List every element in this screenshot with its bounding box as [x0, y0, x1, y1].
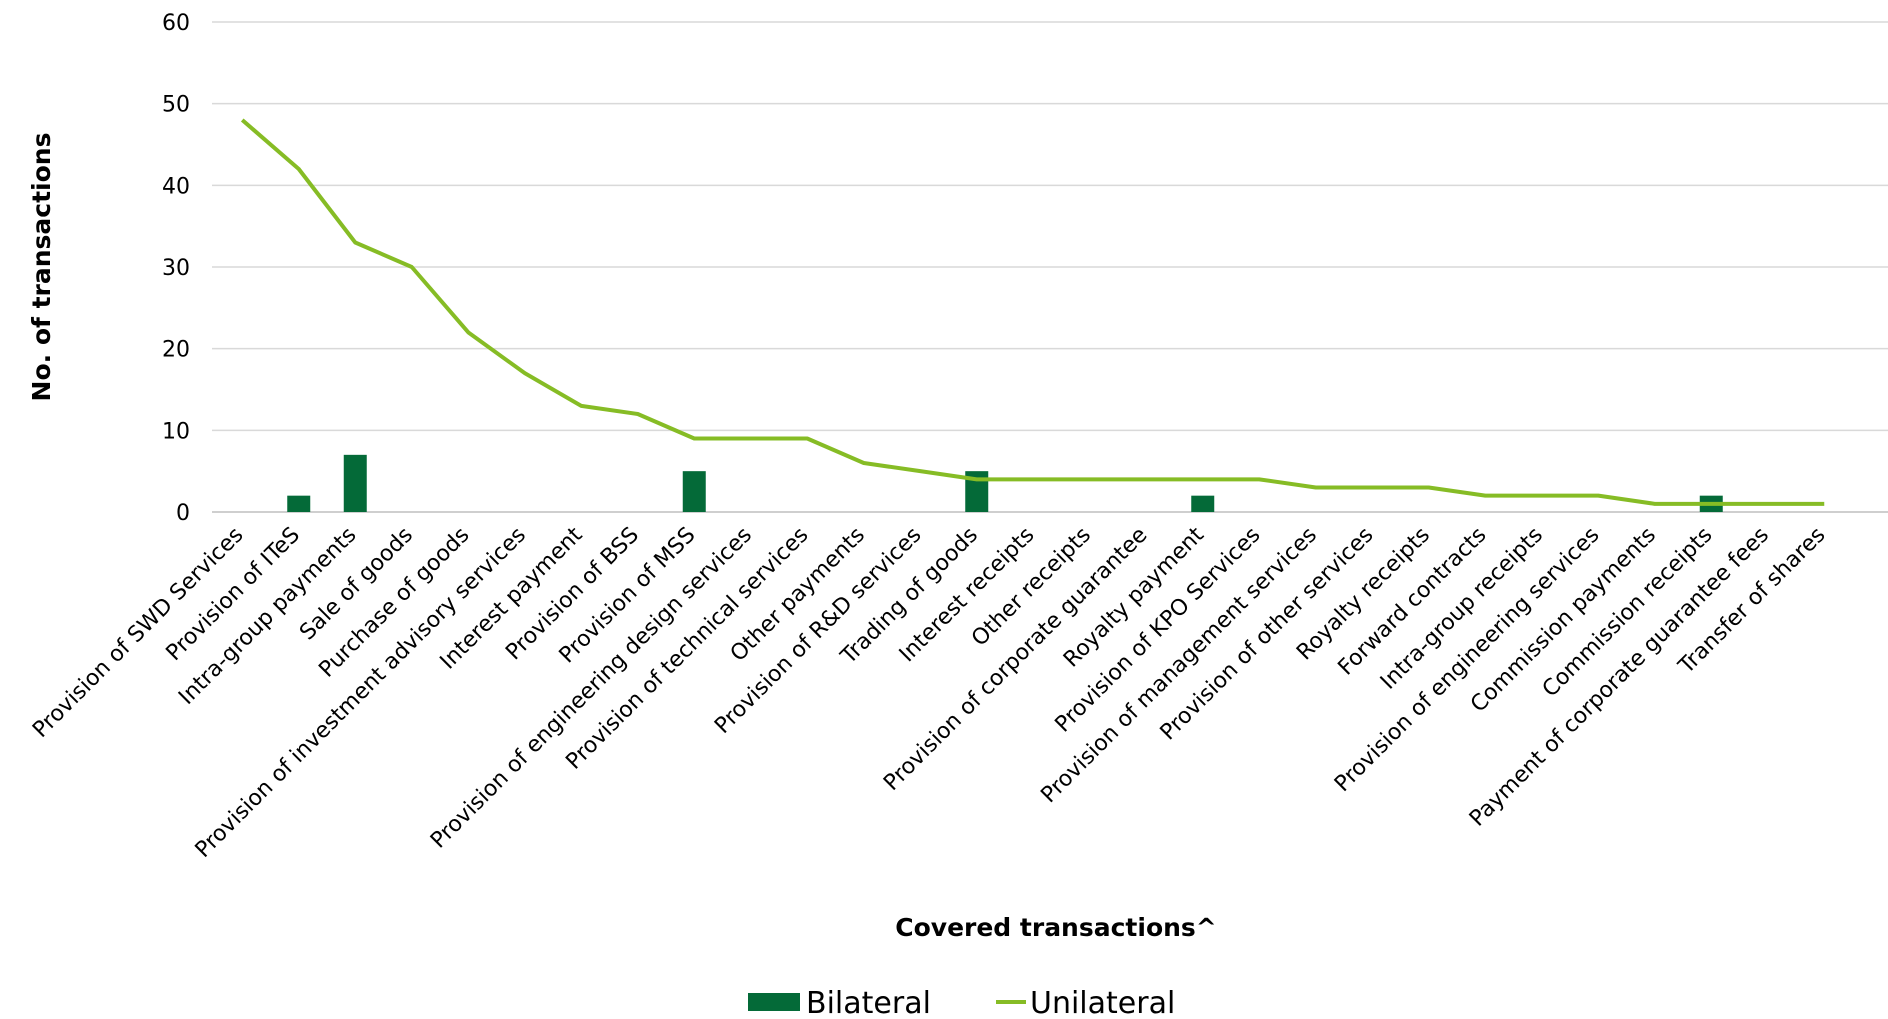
bar-bilateral: [965, 471, 989, 512]
bilateral-bars: [287, 454, 1723, 512]
legend-swatch-bilateral: [748, 993, 800, 1011]
gridlines: [212, 21, 1888, 432]
y-tick-label: 30: [162, 256, 190, 281]
y-tick-label: 50: [162, 93, 190, 118]
x-axis-title: Covered transactions^: [895, 913, 1217, 942]
bar-bilateral: [682, 471, 706, 512]
bar-bilateral: [1191, 495, 1215, 512]
bar-bilateral: [287, 495, 311, 512]
bar-bilateral: [343, 454, 367, 512]
legend: Bilateral Unilateral: [748, 986, 1175, 1019]
line-unilateral: [240, 118, 1825, 506]
y-axis-ticks: 0 10 20 30 40 50 60: [162, 11, 190, 526]
legend-label-bilateral: Bilateral: [806, 986, 931, 1019]
y-tick-label: 0: [176, 501, 190, 526]
y-tick-label: 60: [162, 11, 190, 36]
x-tick-label: Provision of R&D services: [710, 523, 926, 739]
x-tick-label: Provision of SWD Services: [28, 523, 248, 743]
unilateral-line-group: [240, 118, 1825, 506]
y-tick-label: 40: [162, 174, 190, 199]
y-tick-label: 20: [162, 338, 190, 363]
legend-label-unilateral: Unilateral: [1030, 986, 1175, 1019]
y-tick-label: 10: [162, 419, 190, 444]
y-axis-title: No. of transactions: [27, 133, 56, 402]
